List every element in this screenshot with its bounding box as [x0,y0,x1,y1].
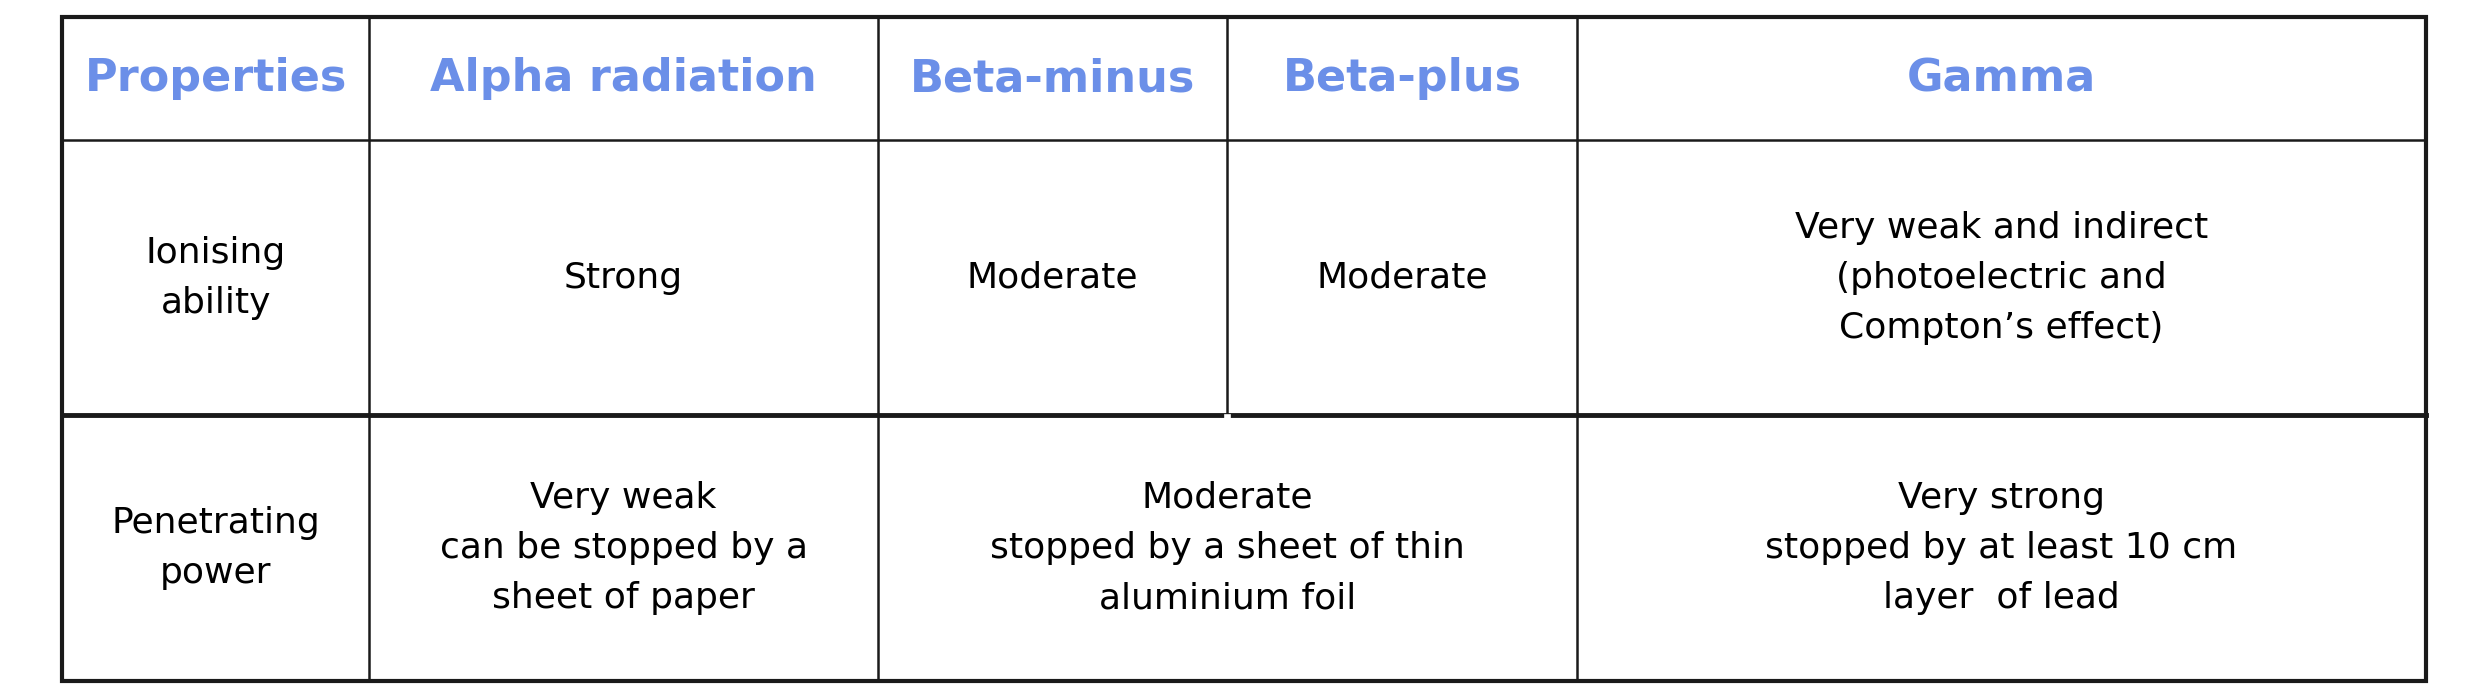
Text: Very weak and indirect
(photoelectric and
Compton’s effect): Very weak and indirect (photoelectric an… [1794,211,2209,345]
Text: Moderate
stopped by a sheet of thin
aluminium foil: Moderate stopped by a sheet of thin alum… [990,481,1465,615]
Text: Penetrating
power: Penetrating power [112,506,321,590]
Text: Properties: Properties [85,57,346,101]
Text: Gamma: Gamma [1906,57,2097,101]
Text: Moderate: Moderate [1316,261,1488,295]
Text: Alpha radiation: Alpha radiation [430,57,816,101]
Text: Moderate: Moderate [968,261,1140,295]
Text: Beta-minus: Beta-minus [911,57,1194,101]
Text: Very strong
stopped by at least 10 cm
layer  of lead: Very strong stopped by at least 10 cm la… [1766,481,2237,615]
Text: Beta-plus: Beta-plus [1284,57,1523,101]
Text: Ionising
ability: Ionising ability [147,236,286,320]
Text: Very weak
can be stopped by a
sheet of paper: Very weak can be stopped by a sheet of p… [440,481,809,615]
Text: Strong: Strong [565,261,684,295]
